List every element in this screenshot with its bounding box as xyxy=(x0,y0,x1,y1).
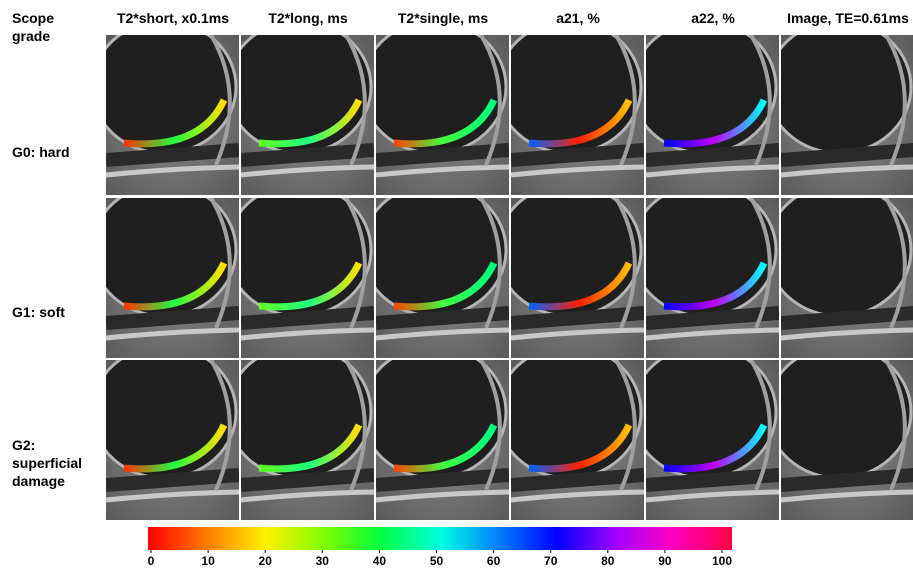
row-label: G1: soft xyxy=(12,303,104,321)
mri-image xyxy=(227,346,374,520)
mri-image xyxy=(92,21,239,195)
column-header: T2*short, x0.1ms xyxy=(106,9,240,27)
mri-image xyxy=(767,184,913,358)
column-header: Image, TE=0.61ms xyxy=(781,9,913,27)
colorbar-tick-label: 0 xyxy=(148,554,155,568)
corner-label: Scope grade xyxy=(12,9,72,45)
mri-image xyxy=(92,184,239,358)
mri-image xyxy=(767,21,913,195)
mri-image xyxy=(362,21,509,195)
mri-image xyxy=(362,184,509,358)
mri-image xyxy=(497,184,644,358)
colorbar-tick-label: 70 xyxy=(544,554,558,568)
colorbar-tick-label: 90 xyxy=(658,554,672,568)
row-label: G2: superficial damage xyxy=(12,436,104,490)
colorbar-tick-label: 20 xyxy=(259,554,273,568)
colorbar-tick-label: 80 xyxy=(601,554,615,568)
mri-image xyxy=(227,21,374,195)
mri-image xyxy=(497,21,644,195)
colorbar-tick-label: 10 xyxy=(201,554,215,568)
colorbar-tick-label: 40 xyxy=(373,554,387,568)
mri-image xyxy=(92,346,239,520)
mri-image xyxy=(632,184,779,358)
colorbar xyxy=(148,527,732,550)
colorbar-tick-label: 30 xyxy=(316,554,330,568)
column-header: a21, % xyxy=(511,9,645,27)
mri-image xyxy=(362,346,509,520)
mri-image xyxy=(632,21,779,195)
mri-image xyxy=(227,184,374,358)
figure: 0 10 20 30 40 50 60 70 80 90 100 Scope grade T2*sh… xyxy=(0,0,913,569)
figure-graphics: 0 10 20 30 40 50 60 70 80 90 100 xyxy=(0,0,913,569)
colorbar-tick-label: 100 xyxy=(712,554,732,568)
mri-image xyxy=(767,346,913,520)
column-header: T2*single, ms xyxy=(376,9,510,27)
row-label: G0: hard xyxy=(12,143,104,161)
column-header: T2*long, ms xyxy=(241,9,375,27)
colorbar-tick-label: 50 xyxy=(430,554,444,568)
colorbar-tick-label: 60 xyxy=(487,554,501,568)
column-header: a22, % xyxy=(646,9,780,27)
mri-image xyxy=(632,346,779,520)
mri-image xyxy=(497,346,644,520)
